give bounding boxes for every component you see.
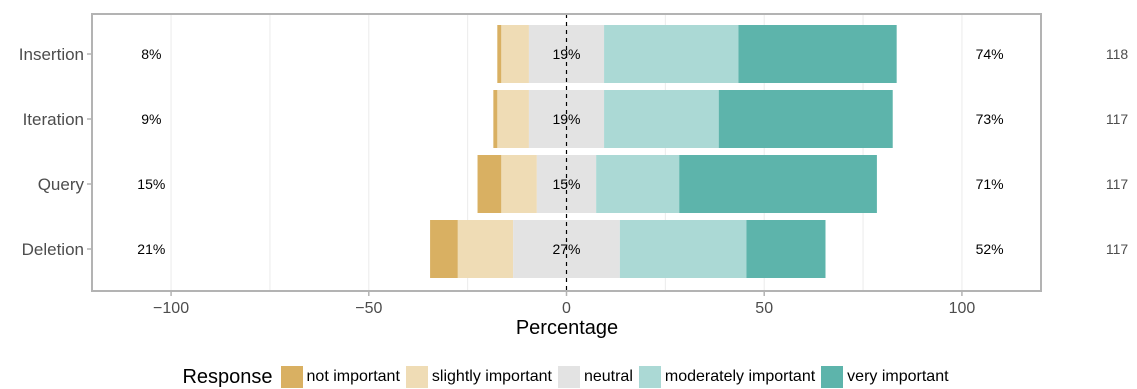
legend-item-neutral: neutral <box>557 366 633 388</box>
count-label: 117 <box>1106 111 1129 127</box>
x-tick-label: 100 <box>949 300 976 317</box>
high-percent-label: 52% <box>976 241 1004 257</box>
low-percent-label: 9% <box>141 111 161 127</box>
legend-label: not important <box>306 368 400 385</box>
percent-labels: 8% 19% 74% 9% 19% 73% 15% 15% 71% 21% 27% 52% <box>137 46 1003 257</box>
bar-iteration-slightly-important <box>497 90 529 148</box>
category-label: Query <box>38 175 85 194</box>
legend-label: slightly important <box>431 368 552 385</box>
neutral-percent-label: 15% <box>552 176 580 192</box>
bar-iteration-very-important <box>718 90 893 148</box>
high-percent-label: 74% <box>976 46 1004 62</box>
category-label: Insertion <box>19 45 84 64</box>
legend-item-not-important: not important <box>280 366 400 388</box>
count-labels: 118 117 117 117 <box>1106 46 1129 257</box>
legend-item-moderately-important: moderately important <box>638 366 816 388</box>
legend-swatch <box>638 366 661 388</box>
bar-deletion-very-important <box>746 220 826 278</box>
bar-iteration-not-important <box>493 90 498 148</box>
count-label: 117 <box>1106 176 1129 192</box>
x-axis-title: Percentage <box>516 317 618 339</box>
low-percent-label: 8% <box>141 46 161 62</box>
neutral-percent-label: 19% <box>552 46 580 62</box>
count-label: 118 <box>1106 46 1129 62</box>
x-tick-label: −100 <box>153 300 189 317</box>
x-axis-ticks: −100 −50 0 50 100 <box>153 291 975 317</box>
bar-insertion-moderately-important <box>604 25 739 83</box>
bar-insertion-not-important <box>497 25 502 83</box>
bar-query-not-important <box>477 155 502 213</box>
bar-deletion-not-important <box>430 220 458 278</box>
legend-label: very important <box>847 368 949 385</box>
high-percent-label: 71% <box>976 176 1004 192</box>
bar-iteration-moderately-important <box>604 90 719 148</box>
bar-query-slightly-important <box>501 155 537 213</box>
count-label: 117 <box>1106 241 1129 257</box>
legend-item-very-important: very important <box>821 366 949 388</box>
legend: Response not important slightly importan… <box>0 365 1137 389</box>
bars <box>430 25 897 278</box>
legend-swatch <box>405 366 428 388</box>
bar-insertion-slightly-important <box>501 25 529 83</box>
high-percent-label: 73% <box>976 111 1004 127</box>
low-percent-label: 21% <box>137 241 165 257</box>
legend-swatch <box>557 366 580 388</box>
legend-swatch <box>821 366 844 388</box>
legend-label: neutral <box>583 368 633 385</box>
bar-query-very-important <box>679 155 877 213</box>
neutral-percent-label: 19% <box>552 111 580 127</box>
x-tick-label: 0 <box>562 300 571 317</box>
bar-insertion-very-important <box>738 25 897 83</box>
legend-swatch <box>280 366 303 388</box>
bar-query-moderately-important <box>596 155 680 213</box>
low-percent-label: 15% <box>137 176 165 192</box>
category-label: Deletion <box>22 240 84 259</box>
legend-item-slightly-important: slightly important <box>405 366 552 388</box>
category-label: Iteration <box>23 110 84 129</box>
bar-deletion-slightly-important <box>457 220 514 278</box>
category-labels: Insertion Iteration Query Deletion <box>19 45 92 259</box>
bar-deletion-moderately-important <box>619 220 747 278</box>
legend-label: moderately important <box>664 368 816 385</box>
x-tick-label: 50 <box>755 300 773 317</box>
likert-chart: Insertion Iteration Query Deletion 8% 19% 74%… <box>19 13 1129 339</box>
legend-title: Response <box>182 365 273 388</box>
neutral-percent-label: 27% <box>552 241 580 257</box>
x-tick-label: −50 <box>355 300 382 317</box>
